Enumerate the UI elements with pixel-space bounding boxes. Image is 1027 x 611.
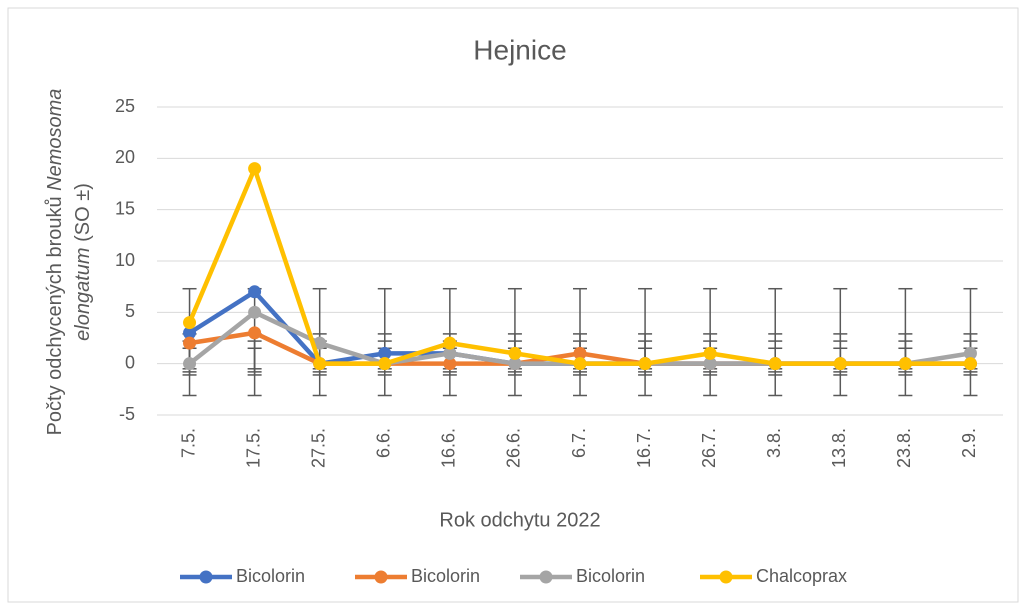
x-tick-label: 26.7.: [699, 428, 719, 468]
x-tick-label: 17.5.: [243, 428, 263, 468]
data-point: [183, 326, 197, 340]
y-label-part: Počty odchycených brouků: [44, 191, 66, 436]
data-point: [443, 336, 457, 350]
legend-label: Bicolorin: [236, 566, 305, 586]
data-point: [183, 357, 197, 371]
data-point: [378, 357, 392, 371]
data-point: [508, 357, 522, 371]
data-point: [963, 346, 977, 360]
error-bar: [507, 287, 522, 397]
data-point: [898, 357, 912, 371]
x-tick-label: 27.5.: [308, 428, 328, 468]
error-bar: [573, 287, 587, 397]
data-point: [703, 346, 717, 360]
legend-label: Bicolorin: [411, 566, 480, 586]
data-point: [183, 336, 197, 350]
data-point: [573, 357, 587, 371]
y-label-line: elongatum (SO ±): [72, 183, 94, 341]
data-point: [248, 162, 262, 176]
data-point: [313, 336, 327, 350]
data-point: [313, 357, 327, 371]
x-tick-label: 16.6.: [439, 428, 459, 468]
x-tick-label: 3.8.: [764, 428, 784, 458]
y-label-line: Počty odchycených brouků Nemosoma: [44, 89, 66, 436]
y-label-part: Nemosoma: [44, 89, 66, 191]
data-point: [248, 305, 262, 319]
error-bar: [638, 287, 653, 397]
data-point: [963, 357, 977, 371]
data-point: [508, 346, 522, 360]
data-point: [443, 357, 457, 371]
x-tick-label: 2.9.: [959, 428, 979, 458]
error-bar: [703, 287, 718, 397]
legend-marker: [719, 570, 733, 584]
error-bar: [377, 287, 392, 397]
y-tick-label: 20: [115, 147, 135, 167]
data-point: [703, 357, 717, 371]
chart-title: Hejnice: [473, 34, 566, 65]
y-tick-label: 5: [125, 301, 135, 321]
legend-label: Chalcoprax: [756, 566, 847, 586]
data-point: [573, 346, 587, 360]
y-tick-label: 25: [115, 96, 135, 116]
x-tick-label: 13.8.: [829, 428, 849, 468]
error-bar: [833, 287, 848, 397]
data-point: [378, 346, 392, 360]
x-tick-label: 16.7.: [634, 428, 654, 468]
legend-label: Bicolorin: [576, 566, 645, 586]
data-point: [833, 357, 847, 371]
data-point: [443, 346, 457, 360]
y-tick-label: 15: [115, 198, 135, 218]
y-tick-label: -5: [119, 404, 135, 424]
data-point: [248, 285, 262, 299]
data-point: [248, 326, 262, 340]
legend-marker: [539, 570, 553, 584]
data-point: [638, 357, 652, 371]
x-tick-label: 6.6.: [374, 428, 394, 458]
y-tick-label: 0: [125, 352, 135, 372]
y-tick-label: 10: [115, 250, 135, 270]
data-point: [768, 357, 782, 371]
x-tick-label: 7.5.: [178, 428, 198, 458]
data-point: [183, 316, 197, 330]
y-label-part: (SO ±): [72, 183, 94, 247]
y-label-part: elongatum: [72, 247, 94, 340]
x-tick-label: 23.8.: [894, 428, 914, 468]
y-axis-label: Počty odchycených brouků Nemosoma elonga…: [44, 89, 94, 436]
legend-marker: [374, 570, 388, 584]
error-bar: [768, 287, 783, 397]
error-bar: [963, 287, 978, 397]
error-bar: [898, 287, 913, 397]
x-axis-label: Rok odchytu 2022: [439, 509, 600, 531]
x-tick-label: 26.6.: [504, 428, 524, 468]
legend-marker: [199, 570, 213, 584]
x-tick-label: 6.7.: [569, 428, 589, 458]
